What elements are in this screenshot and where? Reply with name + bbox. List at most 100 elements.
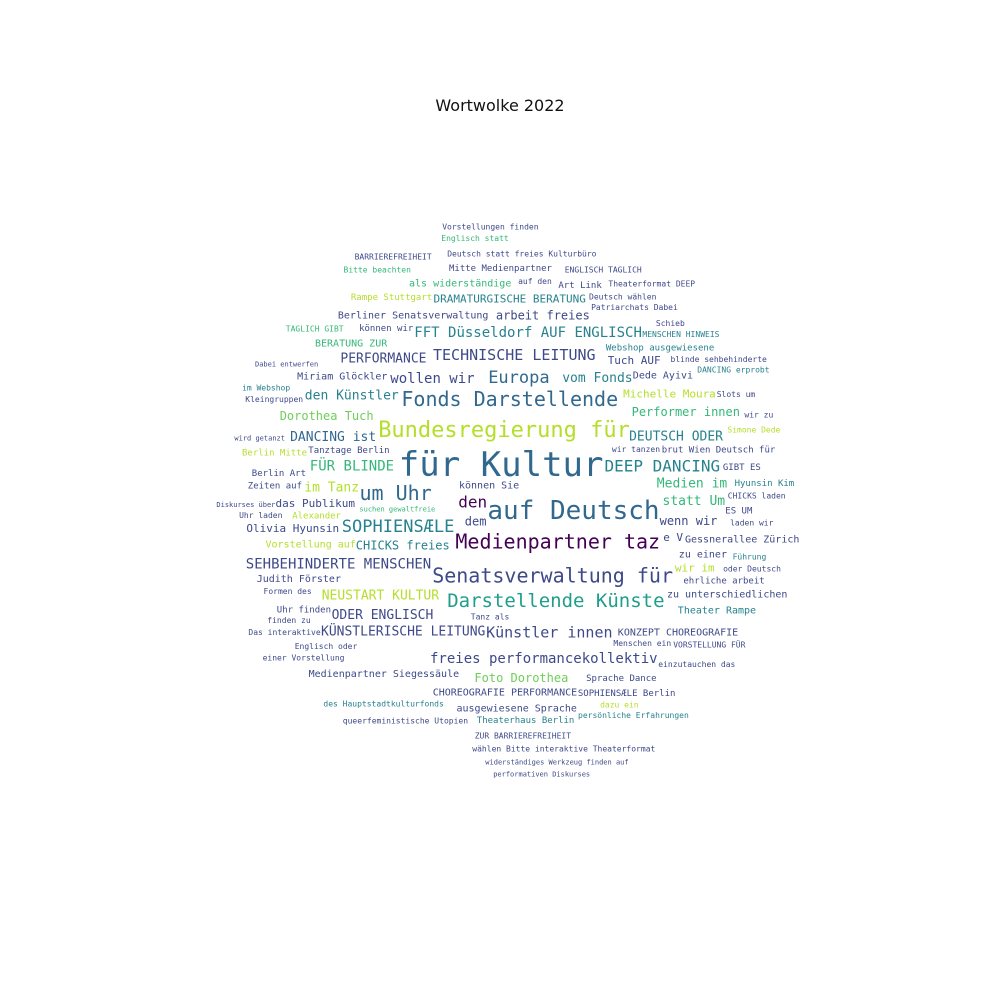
cloud-word: SEHBEHINDERTE MENSCHEN xyxy=(246,557,431,573)
cloud-word: Senatsverwaltung für xyxy=(432,564,673,588)
cloud-word: widerständiges Werkzeug finden auf xyxy=(485,758,628,766)
cloud-word: Rampe Stuttgart xyxy=(351,293,432,303)
cloud-word: Gessnerallee Zürich xyxy=(685,535,799,546)
cloud-word: Tuch AUF xyxy=(608,354,661,367)
cloud-word: DEEP DANCING xyxy=(605,456,721,475)
cloud-word: statt Um xyxy=(663,494,726,509)
cloud-title: Wortwolke 2022 xyxy=(435,96,565,115)
cloud-word: zu einer xyxy=(679,550,727,561)
cloud-word: wollen wir xyxy=(390,371,474,387)
cloud-word: Bundesregierung für xyxy=(378,418,630,443)
cloud-word: Englisch oder xyxy=(295,642,358,651)
cloud-word: KÜNSTLERISCHE LEITUNG xyxy=(321,623,486,640)
cloud-word: KONZEPT CHOREOGRAFIE xyxy=(618,627,738,638)
cloud-word: DANCING erprobt xyxy=(697,366,769,375)
cloud-word: TAGLICH GIBT xyxy=(286,325,344,334)
cloud-word: DANCING ist xyxy=(290,430,376,445)
cloud-word: DEUTSCH ODER xyxy=(629,430,723,445)
cloud-word: des Hauptstadtkulturfonds xyxy=(323,700,444,709)
cloud-word: Sprache Dance xyxy=(586,674,656,684)
cloud-word: CHICKS freies xyxy=(356,539,450,553)
cloud-word: Medienpartner taz xyxy=(455,530,660,554)
cloud-word: Berlin Art xyxy=(252,469,306,479)
cloud-word: CHOREOGRAFIE PERFORMANCE xyxy=(433,688,578,699)
cloud-word: Dorothea Tuch xyxy=(280,409,374,423)
cloud-word: können Sie xyxy=(459,480,519,491)
cloud-word: Diskurses über xyxy=(216,501,275,509)
cloud-word: BARRIEREFREIHEIT xyxy=(355,252,432,261)
cloud-word: Judith Förster xyxy=(257,574,341,585)
cloud-word: Europa xyxy=(488,368,549,388)
cloud-word: Miriam Glöckler xyxy=(297,371,387,382)
cloud-word: Performer innen xyxy=(632,405,740,419)
cloud-word: auf den xyxy=(518,277,552,286)
cloud-word: Fonds Darstellende xyxy=(401,387,618,411)
cloud-word: einer Vorstellung xyxy=(263,654,345,663)
cloud-word: im Tanz xyxy=(304,481,359,496)
cloud-word: als widerständige xyxy=(409,279,511,290)
cloud-word: wird getanzt xyxy=(234,434,285,442)
cloud-word: Michelle Moura xyxy=(623,387,716,400)
cloud-word: Theaterformat DEEP xyxy=(608,279,695,288)
cloud-word: finden zu xyxy=(267,616,311,625)
cloud-word: Menschen ein xyxy=(613,639,671,648)
cloud-word: SOPHIENSÆLE Berlin xyxy=(578,689,676,699)
cloud-word: um Uhr xyxy=(360,481,432,505)
cloud-word: Deutsch für xyxy=(716,445,776,455)
cloud-word: den Künstler xyxy=(305,389,399,404)
cloud-word: PERFORMANCE xyxy=(340,352,426,367)
cloud-word: Vorstellung auf xyxy=(266,540,356,551)
cloud-word: Künstler innen xyxy=(486,624,612,642)
cloud-word: suchen gewaltfreie xyxy=(359,506,435,514)
cloud-word: Webshop ausgewiesene xyxy=(606,343,714,353)
cloud-word: NEUSTART KULTUR xyxy=(322,589,440,604)
cloud-word: Theater Rampe xyxy=(678,606,756,617)
cloud-word: dem xyxy=(465,515,487,529)
cloud-word: Dede Ayivi xyxy=(633,370,693,381)
cloud-word: Darstellende Künste xyxy=(447,590,664,612)
cloud-word: können wir xyxy=(359,324,414,334)
cloud-word: SOPHIENSÆLE xyxy=(342,517,455,537)
cloud-word: Vorstellungen finden xyxy=(442,223,539,232)
cloud-word: Alexander xyxy=(292,511,341,521)
cloud-word: ES UM xyxy=(725,506,753,516)
cloud-word: oder Deutsch xyxy=(723,564,781,573)
cloud-word: TECHNISCHE LEITUNG xyxy=(433,346,596,364)
cloud-word: performativen Diskurses xyxy=(493,771,590,779)
cloud-word: Das interaktive xyxy=(248,628,320,637)
cloud-word: Dabei entwerfen xyxy=(255,360,318,368)
cloud-word: Schieb xyxy=(656,319,685,328)
cloud-word: Mitte Medienpartner xyxy=(449,264,553,274)
cloud-word: Simone Dede xyxy=(727,426,780,435)
cloud-word: Englisch statt xyxy=(441,234,509,243)
cloud-word: CHICKS laden xyxy=(728,492,786,501)
cloud-word: e V xyxy=(663,531,683,544)
cloud-word: ZUR BARRIEREFREIHEIT xyxy=(475,731,572,740)
cloud-word: Patriarchats Dabei xyxy=(591,303,678,312)
cloud-word: wir zu xyxy=(744,410,773,419)
cloud-word: vom Fonds xyxy=(562,371,632,386)
cloud-word: DRAMATURGISCHE BERATUNG xyxy=(434,292,586,305)
cloud-word: wählen Bitte interaktive Theaterformat xyxy=(472,745,655,754)
cloud-word: VORSTELLUNG FÜR xyxy=(673,640,745,650)
cloud-word: GIBT ES xyxy=(723,463,761,473)
cloud-word: Deutsch statt freies Kulturbüro xyxy=(447,249,596,258)
cloud-word: blinde sehbehinderte xyxy=(671,355,768,364)
cloud-word: wir tanzen xyxy=(612,445,660,454)
cloud-word: das Publikum xyxy=(276,497,356,510)
cloud-word: Tanztage Berlin xyxy=(308,446,389,456)
cloud-word: den xyxy=(458,493,487,512)
cloud-word: Uhr laden xyxy=(239,511,283,520)
cloud-word: Medien im xyxy=(657,476,728,491)
cloud-word: Foto Dorothea xyxy=(474,671,568,685)
cloud-word: queerfeministische Utopien xyxy=(343,717,468,726)
cloud-word: ausgewiesene Sprache xyxy=(457,703,577,714)
cloud-word: ENGLISCH TAGLICH xyxy=(565,266,642,275)
cloud-word: Formen des xyxy=(264,587,312,596)
cloud-word: Theaterhaus Berlin xyxy=(477,716,575,726)
cloud-word: Kleingruppen xyxy=(245,395,303,404)
cloud-word: für Kultur xyxy=(399,445,604,485)
cloud-word: zu unterschiedlichen xyxy=(667,589,787,600)
cloud-word: brut Wien xyxy=(662,445,711,455)
